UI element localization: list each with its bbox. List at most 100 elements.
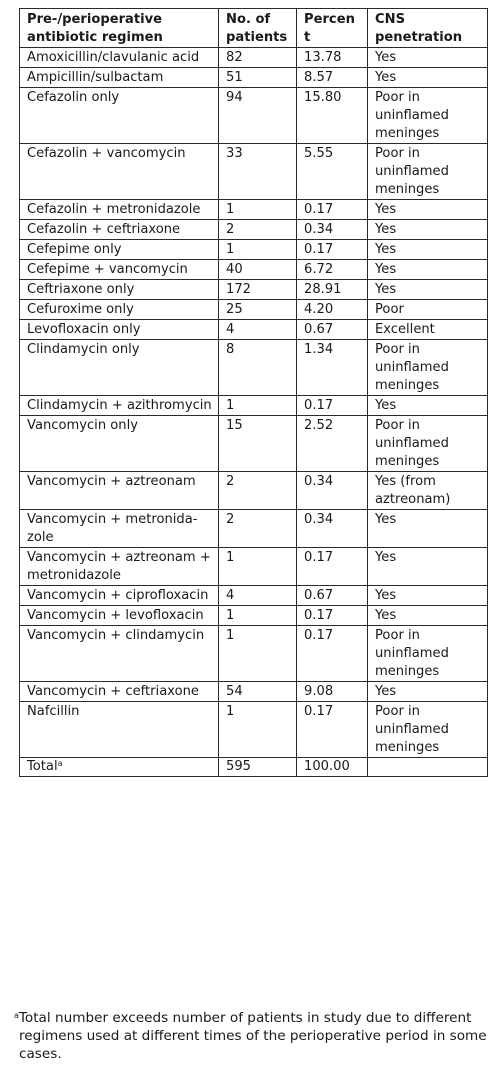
table-total: Totala 595 100.00 <box>19 757 488 777</box>
cell-regimen: Ceftriaxone only <box>19 279 219 300</box>
table-row: Amoxicillin/clavulanic acid 82 13.78 Yes <box>19 47 488 68</box>
total-row: Totala 595 100.00 <box>19 757 488 777</box>
cell-regimen: Nafcillin <box>19 701 219 758</box>
cell-regimen: Cefepime only <box>19 239 219 260</box>
cell-regimen: Vancomycin only <box>19 415 219 472</box>
table-row: Vancomycin + clindamycin 1 0.17 Poor in uni… <box>19 625 488 682</box>
cell-patients: 25 <box>218 299 297 320</box>
footnote-text: Total number exceeds number of patients … <box>18 1010 487 1063</box>
cell-cns-penetration: Yes <box>367 199 488 220</box>
cell-patients: 15 <box>218 415 297 472</box>
cell-percent: 2.52 <box>296 415 368 472</box>
cell-patients: 4 <box>218 319 297 340</box>
table-row: Vancomycin + aztreonam + metronidazole 1 0… <box>19 547 488 586</box>
cell-cns-penetration: Poor in uninflamed meninges <box>367 701 488 758</box>
cell-regimen: Clindamycin only <box>19 339 219 396</box>
table-row: Cefepime + vancomycin 40 6.72 Yes <box>19 259 488 280</box>
cell-percent: 9.08 <box>296 681 368 702</box>
cell-patients: 1 <box>218 547 297 586</box>
cell-regimen: Vancomycin + aztreonam <box>19 471 219 510</box>
cell-regimen: Vancomycin + ciprofloxacin <box>19 585 219 606</box>
table-row: Clindamycin only 8 1.34 Poor in uninflamed … <box>19 339 488 396</box>
cell-percent: 4.20 <box>296 299 368 320</box>
cell-cns-penetration: Yes <box>367 259 488 280</box>
cell-regimen: Cefazolin + vancomycin <box>19 143 219 200</box>
cell-percent: 0.34 <box>296 471 368 510</box>
table-row: Ceftriaxone only 172 28.91 Yes <box>19 279 488 300</box>
total-label-cell: Totala <box>19 757 219 777</box>
cell-patients: 40 <box>218 259 297 280</box>
cell-regimen: Vancomycin + levofloxacin <box>19 605 219 626</box>
cell-cns-penetration: Excellent <box>367 319 488 340</box>
cell-cns-penetration: Yes <box>367 279 488 300</box>
cell-percent: 28.91 <box>296 279 368 300</box>
cell-cns-penetration: Yes <box>367 547 488 586</box>
cell-percent: 6.72 <box>296 259 368 280</box>
total-percent: 100.00 <box>296 757 368 777</box>
cell-cns-penetration: Poor in uninflamed meninges <box>367 87 488 144</box>
cell-cns-penetration: Yes <box>367 605 488 626</box>
cell-cns-penetration: Yes <box>367 67 488 88</box>
table-row: Ampicillin/sulbactam 51 8.57 Yes <box>19 67 488 88</box>
table-row: Cefazolin only 94 15.80 Poor in uninflamed … <box>19 87 488 144</box>
cell-percent: 0.17 <box>296 605 368 626</box>
cell-percent: 5.55 <box>296 143 368 200</box>
table-row: Vancomycin only 15 2.52 Poor in uninflamed … <box>19 415 488 472</box>
cell-cns-penetration: Yes <box>367 585 488 606</box>
header-cns-penetration: CNS penetration <box>367 8 488 48</box>
cell-patients: 33 <box>218 143 297 200</box>
table-row: Cefazolin + ceftriaxone 2 0.34 Yes <box>19 219 488 240</box>
cell-regimen: Ampicillin/sulbactam <box>19 67 219 88</box>
table-row: Cefazolin + vancomycin 33 5.55 Poor in unin… <box>19 143 488 200</box>
total-cns <box>367 757 488 777</box>
cell-cns-penetration: Poor in uninflamed meninges <box>367 143 488 200</box>
cell-percent: 8.57 <box>296 67 368 88</box>
cell-regimen: Cefuroxime only <box>19 299 219 320</box>
cell-patients: 2 <box>218 471 297 510</box>
cell-patients: 8 <box>218 339 297 396</box>
cell-percent: 0.17 <box>296 239 368 260</box>
cell-cns-penetration: Yes <box>367 395 488 416</box>
table-row: Vancomycin + ceftriaxone 54 9.08 Yes <box>19 681 488 702</box>
header-patients: No. of patients <box>218 8 297 48</box>
footnote-marker: a <box>14 1011 19 1020</box>
cell-cns-penetration: Yes <box>367 509 488 548</box>
cell-percent: 0.17 <box>296 701 368 758</box>
table-header: Pre-/perioperative antibiotic regimen No… <box>19 8 488 48</box>
cell-cns-penetration: Yes <box>367 47 488 68</box>
table-body: Amoxicillin/clavulanic acid 82 13.78 Yes Amp… <box>19 47 488 758</box>
cell-percent: 0.17 <box>296 547 368 586</box>
cell-patients: 1 <box>218 199 297 220</box>
table-row: Nafcillin 1 0.17 Poor in uninflamed meninge… <box>19 701 488 758</box>
cell-regimen: Cefazolin + metronidazole <box>19 199 219 220</box>
cell-regimen: Vancomycin + metronida­zole <box>19 509 219 548</box>
cell-percent: 1.34 <box>296 339 368 396</box>
header-regimen: Pre-/perioperative antibiotic regimen <box>19 8 219 48</box>
cell-patients: 2 <box>218 509 297 548</box>
cell-patients: 172 <box>218 279 297 300</box>
cell-regimen: Vancomycin + aztreonam + metronidazole <box>19 547 219 586</box>
cell-patients: 94 <box>218 87 297 144</box>
table-row: Vancomycin + metronida­zole 2 0.34 Yes <box>19 509 488 548</box>
cell-regimen: Cefazolin only <box>19 87 219 144</box>
cell-cns-penetration: Yes <box>367 681 488 702</box>
header-percent: Percent <box>296 8 368 48</box>
table-footnote: aTotal number exceeds number of patients… <box>14 1009 497 1064</box>
cell-percent: 0.67 <box>296 319 368 340</box>
cell-percent: 0.34 <box>296 219 368 240</box>
footnote-mark: a <box>57 759 63 768</box>
table-row: Cefazolin + metronidazole 1 0.17 Yes <box>19 199 488 220</box>
table-row: Vancomycin + aztreonam 2 0.34 Yes (from azt… <box>19 471 488 510</box>
cell-patients: 82 <box>218 47 297 68</box>
cell-patients: 51 <box>218 67 297 88</box>
table-row: Cefuroxime only 25 4.20 Poor <box>19 299 488 320</box>
cell-cns-penetration: Poor in uninflamed meninges <box>367 625 488 682</box>
cell-percent: 15.80 <box>296 87 368 144</box>
total-patients: 595 <box>218 757 297 777</box>
antibiotic-regimen-table: Pre-/perioperative antibiotic regimen No… <box>19 8 488 777</box>
cell-cns-penetration: Poor in uninflamed meninges <box>367 339 488 396</box>
cell-percent: 0.34 <box>296 509 368 548</box>
table-row: Cefepime only 1 0.17 Yes <box>19 239 488 260</box>
cell-regimen: Levofloxacin only <box>19 319 219 340</box>
